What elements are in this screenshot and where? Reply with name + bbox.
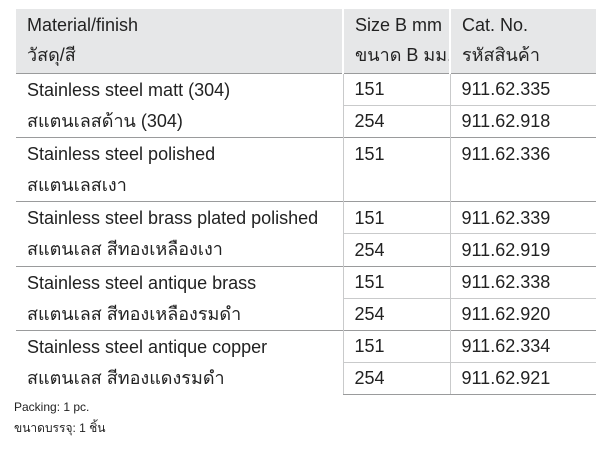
material-en: Stainless steel antique brass (27, 272, 257, 293)
header-cat-no-th: รหัสสินค้า (462, 45, 540, 65)
material-th: สแตนเลส สีทองแดงรมดำ (27, 367, 225, 388)
size-cell: 254 (342, 104, 450, 138)
material-en: Stainless steel polished (27, 144, 216, 164)
cat-no-cell: 911.62.336 (449, 136, 596, 202)
table-row: Stainless steel antique copper สแตนเลส ส… (16, 329, 596, 395)
packing-note-th: ขนาดบรรจุ: 1 ชิ้น (14, 421, 106, 435)
material-th: สแตนเลส สีทองเหลืองเงา (27, 239, 223, 260)
header-size: Size B mm ขนาด B มม. (342, 9, 450, 74)
size-cell: 151 (342, 265, 450, 299)
table-row: 254 911.62.920 (16, 297, 596, 331)
table-row: Stainless steel polished สแตนเลสเงา 151 … (16, 136, 596, 202)
cat-no-cell: 911.62.921 (449, 361, 596, 396)
cat-no-cell: 911.62.918 (449, 104, 596, 138)
header-cat-no: Cat. No. รหัสสินค้า (449, 9, 596, 74)
cat-no-cell: 911.62.335 (449, 72, 596, 106)
cat-no-cell: 911.62.334 (449, 329, 596, 363)
header-material-en: Material/finish (27, 15, 139, 35)
size-cell: 254 (342, 361, 450, 396)
size-cell: 151 (342, 136, 450, 202)
material-cell: Stainless steel matt (304) สแตนเลสด้าน (… (16, 72, 343, 138)
material-cell: Stainless steel brass plated polished สแ… (16, 201, 343, 266)
table-row: 254 911.62.921 (16, 361, 596, 396)
cat-no-cell: 911.62.338 (449, 265, 596, 299)
material-th: สแตนเลสด้าน (304) (27, 110, 183, 131)
table-row: Stainless steel brass plated polished สแ… (16, 201, 596, 266)
header-size-th: ขนาด B มม. (355, 45, 450, 65)
cat-no-cell: 911.62.919 (449, 233, 596, 266)
size-cell: 254 (342, 297, 450, 331)
material-cell: Stainless steel antique brass สแตนเลส สี… (16, 265, 343, 331)
material-en: Stainless steel brass plated polished (27, 208, 319, 229)
header-cat-no-en: Cat. No. (462, 15, 529, 35)
table-row: Stainless steel matt (304) สแตนเลสด้าน (… (16, 72, 596, 138)
table-row: 254 911.62.919 (16, 233, 596, 266)
material-en: Stainless steel matt (304) (27, 79, 231, 100)
material-cell: Stainless steel polished สแตนเลสเงา (16, 136, 343, 202)
header-material: Material/finish วัสดุ/สี (16, 9, 343, 74)
material-cell: Stainless steel antique copper สแตนเลส ส… (16, 329, 343, 395)
size-cell: 151 (342, 329, 450, 363)
size-cell: 254 (342, 233, 450, 266)
header-size-en: Size B mm (355, 15, 443, 35)
table-header-row: Material/finish วัสดุ/สี Size B mm ขนาด … (16, 9, 596, 74)
size-cell: 151 (342, 201, 450, 234)
table-row: 254 911.62.918 (16, 104, 596, 138)
size-cell: 151 (342, 72, 450, 106)
product-table: Material/finish วัสดุ/สี Size B mm ขนาด … (16, 9, 596, 396)
material-th: สแตนเลส สีทองเหลืองรมดำ (27, 303, 242, 324)
cat-no-cell: 911.62.339 (449, 201, 596, 234)
cat-no-cell: 911.62.920 (449, 297, 596, 331)
material-th: สแตนเลสเงา (27, 175, 127, 195)
header-material-th: วัสดุ/สี (27, 45, 76, 65)
material-en: Stainless steel antique copper (27, 336, 268, 357)
table-row: Stainless steel antique brass สแตนเลส สี… (16, 265, 596, 331)
packing-note-en: Packing: 1 pc. (14, 400, 90, 414)
